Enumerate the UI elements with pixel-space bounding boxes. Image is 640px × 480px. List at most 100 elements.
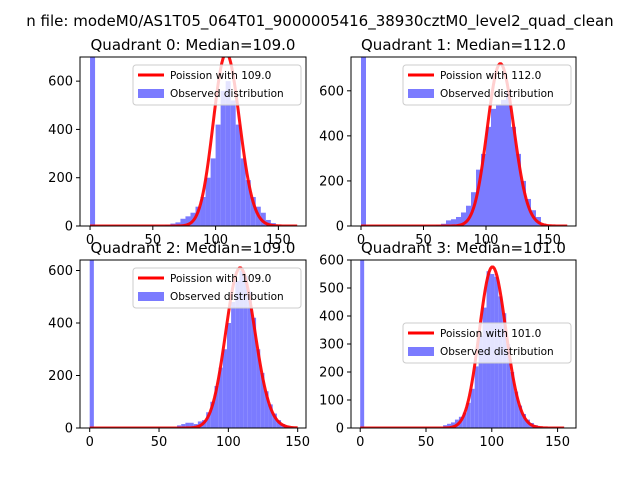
legend-box (402, 322, 572, 364)
histogram-bar (180, 218, 186, 226)
histogram-bar (361, 57, 366, 226)
histogram-bar (210, 401, 215, 428)
x-tick-label: 50 (415, 233, 432, 248)
histogram-bar (268, 404, 273, 428)
y-tick-label: 0 (65, 220, 73, 235)
legend-label-observed: Observed distribution (170, 88, 284, 100)
legend: Poission with 109.0 Observed distribution (132, 64, 302, 106)
y-tick-label: 0 (65, 422, 73, 437)
legend-label-observed: Observed distribution (440, 88, 554, 100)
histogram-bar (461, 212, 466, 226)
axes-frame (350, 56, 577, 227)
histogram-bar (360, 260, 365, 428)
legend-box (402, 64, 572, 106)
histogram-bar (200, 197, 206, 226)
x-tick-label: 150 (545, 435, 570, 450)
y-tick-label: 200 (48, 369, 73, 384)
x-tick-label: 150 (285, 435, 310, 450)
histogram-bar (466, 205, 471, 226)
x-tick-label: 0 (356, 435, 364, 450)
histogram-bar (451, 422, 455, 428)
histogram-bar (189, 422, 194, 428)
histogram-bar (456, 216, 461, 226)
histogram-bar (250, 197, 256, 226)
legend: Poission with 112.0 Observed distribution (402, 64, 572, 106)
histogram-bar (205, 177, 211, 226)
histogram-bar (240, 158, 246, 226)
histogram-bar (496, 104, 501, 226)
quadrant-title: Quadrant 1: Median=112.0 (361, 36, 566, 54)
axes-frame (79, 259, 307, 429)
y-tick-label: 600 (319, 254, 344, 269)
y-tick-label: 400 (48, 123, 73, 138)
plot-area (89, 57, 298, 226)
histogram-bar (522, 414, 526, 428)
histogram-bar (260, 372, 265, 428)
histogram-bar (481, 153, 486, 226)
x-tick-label: 50 (151, 435, 168, 450)
y-tick-label: 200 (48, 171, 73, 186)
quadrant-0-panel: 0 50 100 150 0 200 400 600 Quadrant 0: Median=10… (48, 36, 307, 248)
histogram-bar (214, 386, 219, 428)
histogram-bar (510, 372, 515, 428)
histogram-bar (235, 281, 240, 428)
legend-box (132, 64, 302, 106)
y-tick-label: 200 (319, 174, 344, 189)
legend-label-observed: Observed distribution (170, 291, 284, 303)
legend-bar-swatch (138, 89, 164, 98)
x-tick-label: 0 (86, 435, 94, 450)
legend-label-poisson: Poission with 101.0 (440, 328, 541, 340)
plot-area (360, 57, 568, 226)
y-tick-label: 400 (48, 317, 73, 332)
histogram-bar (482, 307, 487, 428)
quadrant-title: Quadrant 0: Median=109.0 (91, 36, 296, 54)
histogram-bar (511, 126, 516, 226)
poisson-curve (360, 62, 568, 226)
histogram-bar (220, 90, 226, 226)
histogram-bar (256, 349, 261, 428)
histogram-bar (514, 391, 519, 428)
histogram-bar (446, 220, 451, 226)
y-tick-label: 600 (48, 75, 73, 90)
y-tick-label: 500 (319, 282, 344, 297)
legend-label-poisson: Poission with 109.0 (170, 70, 271, 82)
y-tick-label: 100 (319, 394, 344, 409)
histogram-bar (222, 349, 227, 428)
x-tick-label: 100 (479, 435, 504, 450)
histogram-bar (195, 206, 201, 226)
histogram-bar (272, 413, 277, 428)
histogram-bar (474, 366, 479, 428)
histogram-bar (447, 423, 451, 428)
histogram-bar (478, 335, 483, 428)
x-tick-label: 150 (536, 233, 561, 248)
figure-suptitle: n file: modeM0/AS1T05_064T01_9000005416_… (26, 12, 613, 31)
x-tick-label: 0 (86, 233, 94, 248)
quadrant-3-panel: 0 50 100 150 0 100 200 300 400 500 600 Quadrant 3: … (319, 239, 577, 450)
histogram-bar (181, 424, 186, 428)
histogram-bar (462, 412, 467, 428)
histogram-bar (185, 216, 191, 226)
legend-label-poisson: Poission with 112.0 (440, 70, 541, 82)
x-tick-label: 50 (418, 435, 435, 450)
y-tick-label: 400 (319, 310, 344, 325)
legend-box (132, 267, 302, 309)
histogram-bar (516, 153, 521, 226)
y-tick-label: 200 (319, 366, 344, 381)
histogram-bar (243, 275, 248, 428)
legend-label-poisson: Poission with 109.0 (170, 273, 271, 285)
histogram-bar (501, 99, 506, 226)
axes-frame (79, 56, 307, 227)
histogram-bar (506, 344, 511, 428)
histogram-bar (90, 57, 96, 226)
histogram-bar (264, 391, 269, 428)
histogram-bar (506, 90, 511, 226)
x-tick-label: 100 (474, 233, 499, 248)
y-tick-label: 400 (319, 129, 344, 144)
histogram-bar (239, 270, 244, 428)
y-tick-label: 600 (48, 264, 73, 279)
poisson-curve (360, 265, 565, 428)
legend-bar-swatch (408, 347, 434, 356)
histogram-bar (526, 198, 531, 226)
x-tick-label: 150 (266, 233, 291, 248)
